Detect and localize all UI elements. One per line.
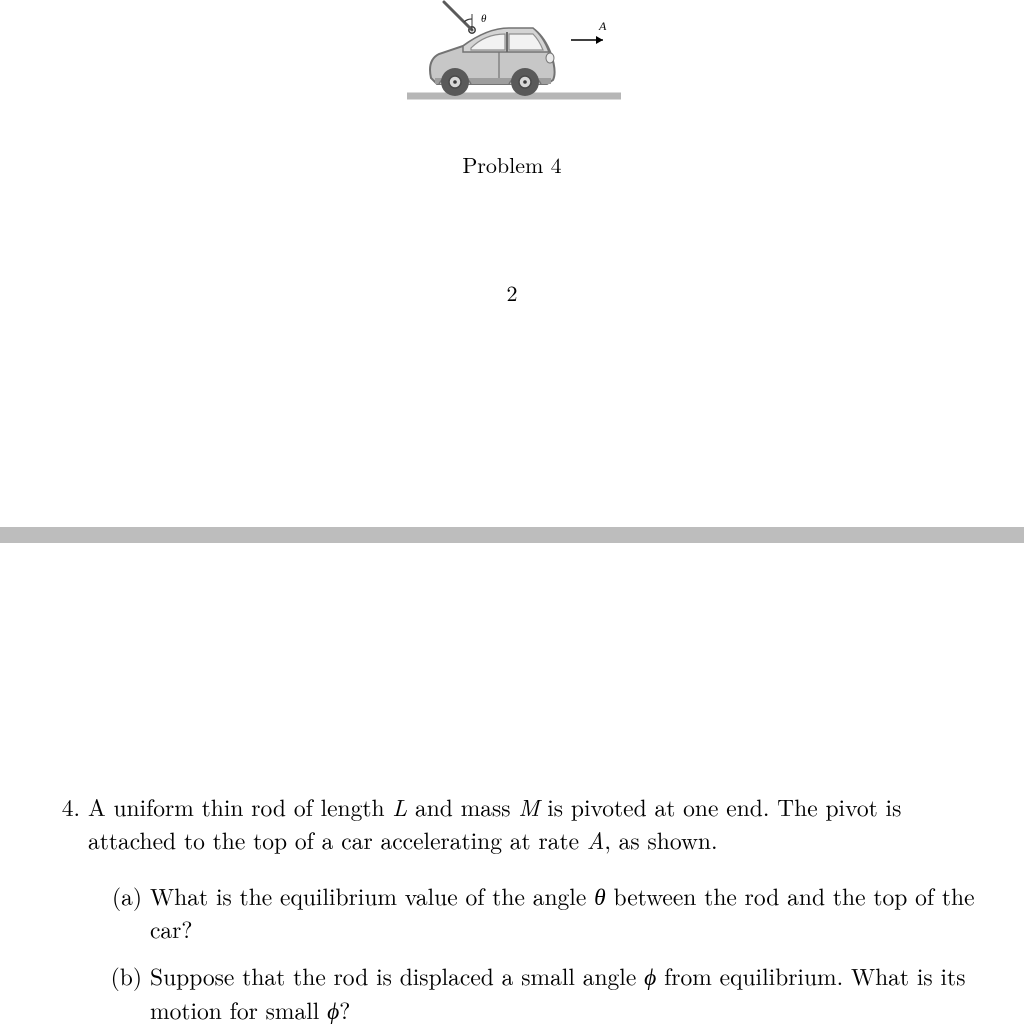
problem-4: 4. A uniform thin rod of length L and ma… bbox=[40, 790, 984, 1026]
accel-label: A bbox=[598, 19, 607, 33]
subpart-text: Suppose that the rod is displaced a smal… bbox=[150, 959, 984, 1026]
subparts: (a)What is the equilibrium value of the … bbox=[88, 879, 984, 1026]
car-headlight bbox=[546, 53, 554, 63]
subpart-b: (b)Suppose that the rod is displaced a s… bbox=[88, 959, 984, 1026]
page: θ A Problem 4 2 4. A uniform thin rod of… bbox=[0, 0, 1024, 1007]
problem-intro: A uniform thin rod of length L and mass … bbox=[88, 790, 901, 856]
theta-label: θ bbox=[481, 13, 487, 25]
figure-caption: Problem 4 bbox=[0, 149, 1024, 180]
figure-block: θ A Problem 4 bbox=[0, 0, 1024, 180]
wheel-2 bbox=[511, 68, 539, 96]
accel-arrow-head bbox=[596, 36, 603, 44]
section-divider bbox=[0, 527, 1024, 543]
rod bbox=[444, 2, 472, 30]
angle-arc bbox=[464, 19, 472, 22]
page-number: 2 bbox=[0, 277, 1024, 308]
problem-number: 4. bbox=[40, 790, 88, 1026]
wheel-1 bbox=[441, 68, 469, 96]
problem-figure: θ A bbox=[367, 0, 657, 135]
subpart-label: (a) bbox=[88, 879, 150, 946]
subpart-label: (b) bbox=[88, 959, 150, 1026]
subpart-text: What is the equilibrium value of the ang… bbox=[150, 879, 984, 946]
subpart-a: (a)What is the equilibrium value of the … bbox=[88, 879, 984, 946]
